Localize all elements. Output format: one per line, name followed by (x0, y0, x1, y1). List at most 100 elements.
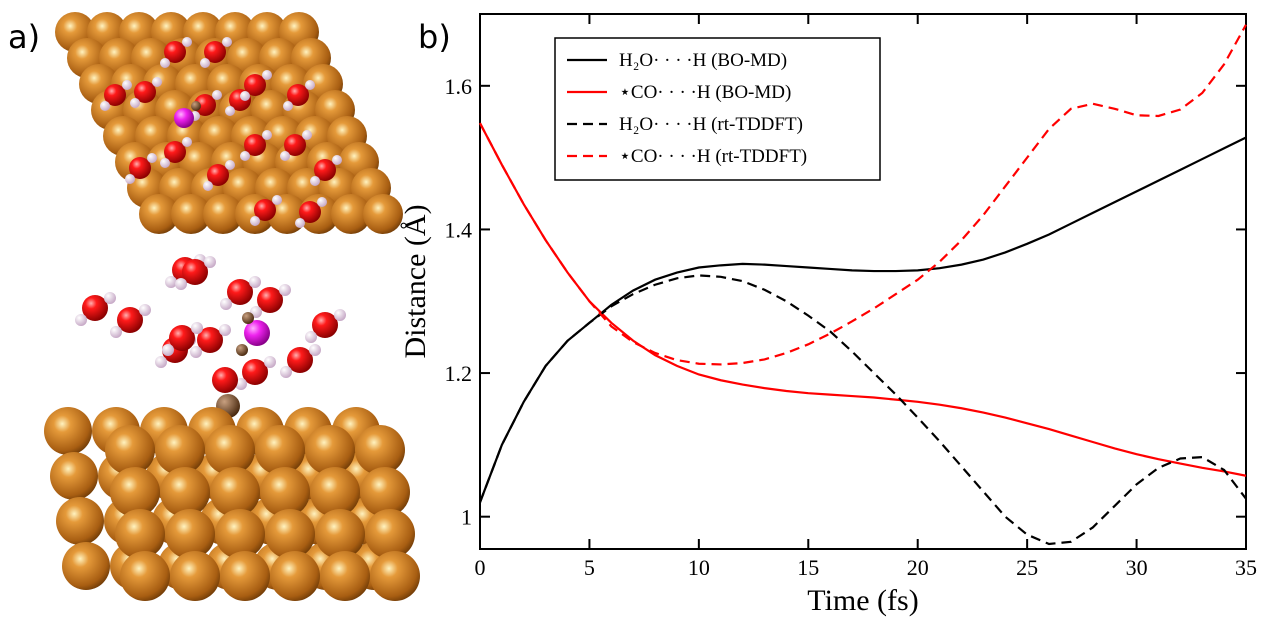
atom (250, 216, 260, 226)
atom (360, 467, 410, 517)
atom (334, 309, 346, 321)
atom (225, 106, 235, 116)
legend-label: ⋆CO· · · ·H (BO-MD) (619, 82, 791, 103)
atom (283, 101, 293, 111)
atom (162, 344, 174, 356)
x-tick-label: 15 (797, 555, 819, 580)
y-tick-label: 1.6 (445, 74, 473, 99)
atom (280, 366, 292, 378)
panel-label: a) (8, 18, 40, 56)
atom (212, 367, 238, 393)
atom (139, 304, 151, 316)
atom (160, 58, 170, 68)
figure: a) b) 0510152025303511.21.41.6Time (fs)D… (0, 0, 1263, 619)
atom (310, 467, 360, 517)
atom (305, 425, 355, 475)
atom (315, 509, 365, 559)
atom (236, 344, 248, 356)
atom (100, 101, 110, 111)
atom (242, 312, 254, 324)
atom (155, 356, 167, 368)
atom (240, 151, 250, 161)
atom (332, 155, 342, 165)
atom (225, 160, 235, 170)
atom (317, 197, 327, 207)
atom (75, 314, 87, 326)
atom (210, 467, 260, 517)
atom (262, 70, 272, 80)
atom (219, 324, 231, 336)
atom (270, 551, 320, 601)
atom (155, 425, 205, 475)
legend-label: H₂O· · · ·H (BO-MD) (619, 50, 787, 71)
x-tick-label: 30 (1126, 555, 1148, 580)
atom (264, 356, 276, 368)
atom (320, 551, 370, 601)
atom (302, 130, 312, 140)
atom (355, 425, 405, 475)
x-tick-label: 20 (907, 555, 929, 580)
atom (249, 276, 261, 288)
x-tick-label: 35 (1235, 555, 1257, 580)
atom (240, 91, 250, 101)
atom (165, 509, 215, 559)
atom (279, 284, 291, 296)
molecular-structure (44, 12, 420, 601)
atom (175, 278, 187, 290)
atom (310, 176, 320, 186)
atom (191, 101, 201, 111)
atom (160, 467, 210, 517)
atom (110, 467, 160, 517)
atom (56, 497, 104, 545)
x-tick-label: 5 (584, 555, 595, 580)
y-tick-label: 1 (461, 505, 472, 530)
x-axis-label: Time (fs) (807, 584, 918, 617)
atom (174, 108, 194, 128)
atom (295, 218, 305, 228)
atom (260, 467, 310, 517)
data-line (480, 138, 1246, 503)
atom (309, 344, 321, 356)
atom (165, 276, 177, 288)
atom (125, 174, 135, 184)
atom (363, 194, 403, 234)
atom (170, 551, 220, 601)
atom (203, 181, 213, 191)
atom (262, 130, 272, 140)
atom (212, 90, 222, 100)
atom (182, 137, 192, 147)
atom (115, 509, 165, 559)
atom (191, 322, 203, 334)
y-tick-label: 1.2 (445, 361, 473, 386)
atom (305, 331, 317, 343)
atom (182, 37, 192, 47)
atom (110, 326, 122, 338)
legend-label: H₂O· · · ·H (rt-TDDFT) (619, 114, 803, 135)
atom (272, 195, 282, 205)
atom (222, 37, 232, 47)
atom (220, 298, 232, 310)
atom (160, 158, 170, 168)
atom (50, 452, 98, 500)
atom (44, 407, 92, 455)
atom (147, 153, 157, 163)
atom (104, 292, 116, 304)
atom (200, 58, 210, 68)
atom (220, 551, 270, 601)
atom (215, 509, 265, 559)
atom (120, 551, 170, 601)
atom (370, 551, 420, 601)
y-tick-label: 1.4 (445, 217, 473, 242)
atom (365, 509, 415, 559)
x-tick-label: 0 (475, 555, 486, 580)
atom (205, 425, 255, 475)
atom (130, 98, 140, 108)
x-tick-label: 10 (688, 555, 710, 580)
atom (62, 542, 110, 590)
atom (255, 425, 305, 475)
atom (122, 80, 132, 90)
atom (280, 151, 290, 161)
x-tick-label: 25 (1016, 555, 1038, 580)
atom (265, 509, 315, 559)
